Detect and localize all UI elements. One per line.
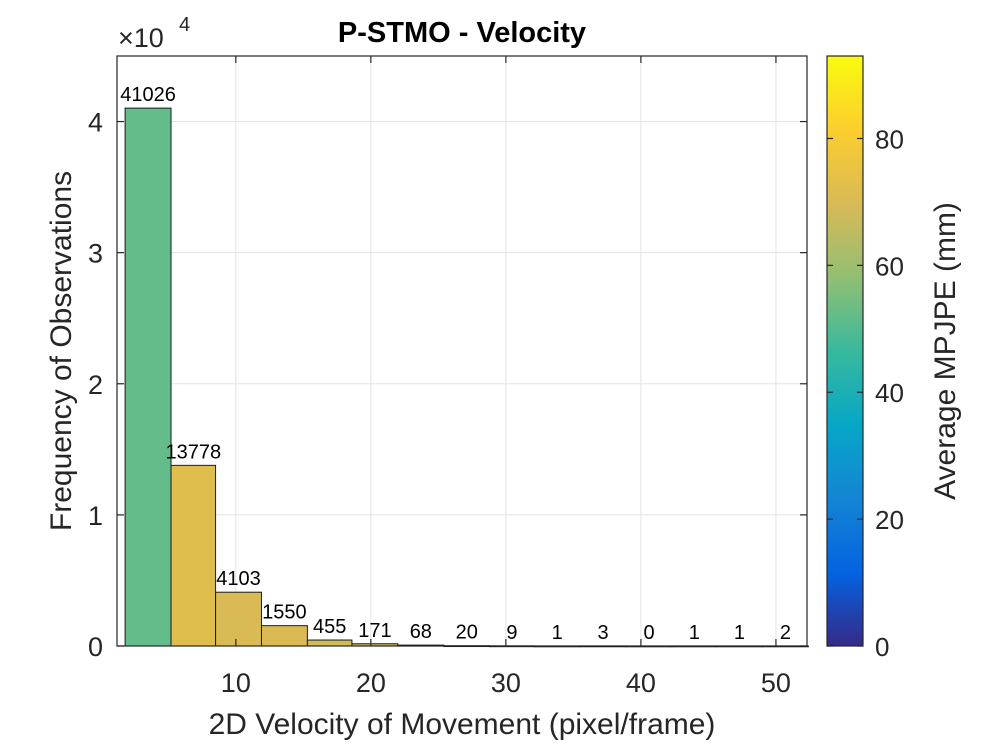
y-tick-label: 4 (88, 108, 103, 138)
bar-value-label: 1 (689, 622, 700, 644)
histogram-bar (306, 639, 353, 647)
bar-value-label: 68 (410, 621, 432, 643)
bar-value-label: 455 (313, 616, 346, 638)
histogram-bar (124, 107, 172, 647)
colorbar-tick-label: 60 (875, 251, 904, 281)
y-exponent-base: ×10 (118, 23, 164, 53)
x-tick-label: 10 (221, 668, 251, 698)
histogram-bar (260, 625, 308, 647)
bar-value-label: 20 (456, 622, 478, 644)
x-tick-label: 30 (491, 668, 521, 698)
bar-value-label: 171 (358, 620, 391, 642)
colorbar-tick-label: 20 (875, 505, 904, 535)
bar-value-label: 13778 (165, 441, 221, 463)
bar-value-label: 2 (780, 622, 791, 644)
y-exponent-power: 4 (179, 14, 190, 36)
y-tick-label: 2 (88, 370, 103, 400)
colorbar-tick-label: 0 (875, 632, 889, 662)
x-tick-label: 20 (356, 668, 386, 698)
y-tick-label: 1 (88, 501, 103, 531)
y-axis-ticks: 0 1 2 3 4 (88, 108, 807, 662)
y-tick-label: 3 (88, 239, 103, 269)
y-axis-label: Frequency of Observations (45, 171, 78, 531)
colorbar-tick-label: 40 (875, 378, 904, 408)
x-axis-ticks: 10 20 30 40 50 (221, 56, 791, 698)
bar-value-label: 9 (506, 622, 517, 644)
y-tick-label: 0 (88, 632, 103, 662)
bar-value-label: 4103 (216, 568, 261, 590)
x-tick-label: 40 (626, 668, 656, 698)
colorbar-ticks: 0 20 40 60 80 (827, 124, 904, 662)
bar-value-label: 0 (643, 622, 654, 644)
x-axis-label: 2D Velocity of Movement (pixel/frame) (209, 708, 716, 741)
bar-value-label: 1550 (262, 602, 307, 624)
colorbar (826, 55, 864, 647)
chart-title: P-STMO - Velocity (338, 17, 586, 49)
colorbar-label: Average MPJPE (mm) (929, 202, 962, 500)
plot-frame (116, 55, 808, 647)
colorbar-tick-label: 80 (875, 124, 904, 154)
histogram-bar (170, 464, 217, 647)
bar-value-label: 3 (598, 622, 609, 644)
bar-value-label: 41026 (120, 84, 176, 106)
plot-area (117, 56, 807, 646)
histogram-bar (215, 591, 262, 647)
bar-value-label: 1 (552, 622, 563, 644)
bar-value-label: 1 (734, 622, 745, 644)
x-tick-label: 50 (761, 668, 791, 698)
